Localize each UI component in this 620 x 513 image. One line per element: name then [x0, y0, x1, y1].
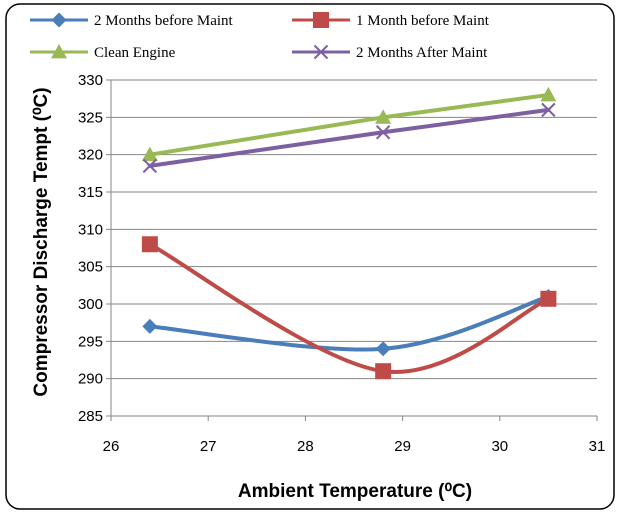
- data-point: [540, 86, 557, 102]
- y-tick-label: 310: [78, 221, 103, 238]
- legend-label: 2 Months After Maint: [356, 45, 488, 61]
- y-tick-label: 285: [78, 408, 103, 425]
- x-tick-label: 27: [200, 438, 217, 455]
- axes: 285 290 295 300 305 310 315 320 325 330 26 27 28 29 30…: [78, 72, 605, 455]
- y-tick-label: 305: [78, 259, 103, 276]
- x-tick-label: 28: [297, 438, 314, 455]
- data-point: [375, 125, 391, 140]
- y-tick-label: 300: [78, 296, 103, 313]
- data-point: [142, 158, 158, 174]
- data-point: [540, 290, 557, 307]
- series-3: [142, 102, 556, 174]
- legend-label: Clean Engine: [94, 45, 176, 61]
- legend-marker: [51, 12, 67, 28]
- data-point: [141, 146, 158, 162]
- y-tick-label: 315: [78, 184, 103, 201]
- data-point: [142, 318, 158, 334]
- y-tick-label: 320: [78, 147, 103, 164]
- y-tick-label: 325: [78, 109, 103, 126]
- data-point: [541, 102, 556, 118]
- data-point: [141, 236, 158, 253]
- x-axis-title: Ambient Temperature (⁰C): [238, 481, 472, 502]
- series: [141, 86, 557, 380]
- y-tick-label: 290: [78, 371, 103, 388]
- data-point: [375, 363, 392, 380]
- y-axis-title: Compressor Discharge Tempt (⁰C): [31, 87, 52, 396]
- legend-item: 1 Month before Maint: [292, 12, 490, 29]
- legend-item: 2 Months After Maint: [292, 44, 488, 61]
- x-tick-label: 31: [589, 438, 606, 455]
- chart-frame: [5, 3, 615, 510]
- legend-label: 1 Month before Maint: [356, 13, 490, 29]
- data-point: [375, 341, 391, 357]
- data-point: [375, 109, 392, 124]
- legend-marker: [51, 44, 67, 59]
- series-1: [141, 236, 557, 380]
- legend-marker: [313, 44, 329, 60]
- legend-label: 2 Months before Maint: [94, 13, 234, 29]
- x-tick-label: 26: [103, 438, 120, 455]
- y-tick-label: 295: [78, 333, 103, 350]
- legend-item: Clean Engine: [30, 44, 176, 61]
- y-tick-label: 330: [78, 72, 103, 89]
- x-tick-label: 29: [394, 438, 411, 455]
- grid-lines: [111, 79, 597, 417]
- legend-marker: [313, 12, 329, 28]
- x-tick-label: 30: [491, 438, 508, 455]
- series-2: [141, 86, 557, 162]
- legend-item: 2 Months before Maint: [30, 12, 234, 29]
- legend: 2 Months before Maint 1 Month before Main…: [30, 12, 490, 61]
